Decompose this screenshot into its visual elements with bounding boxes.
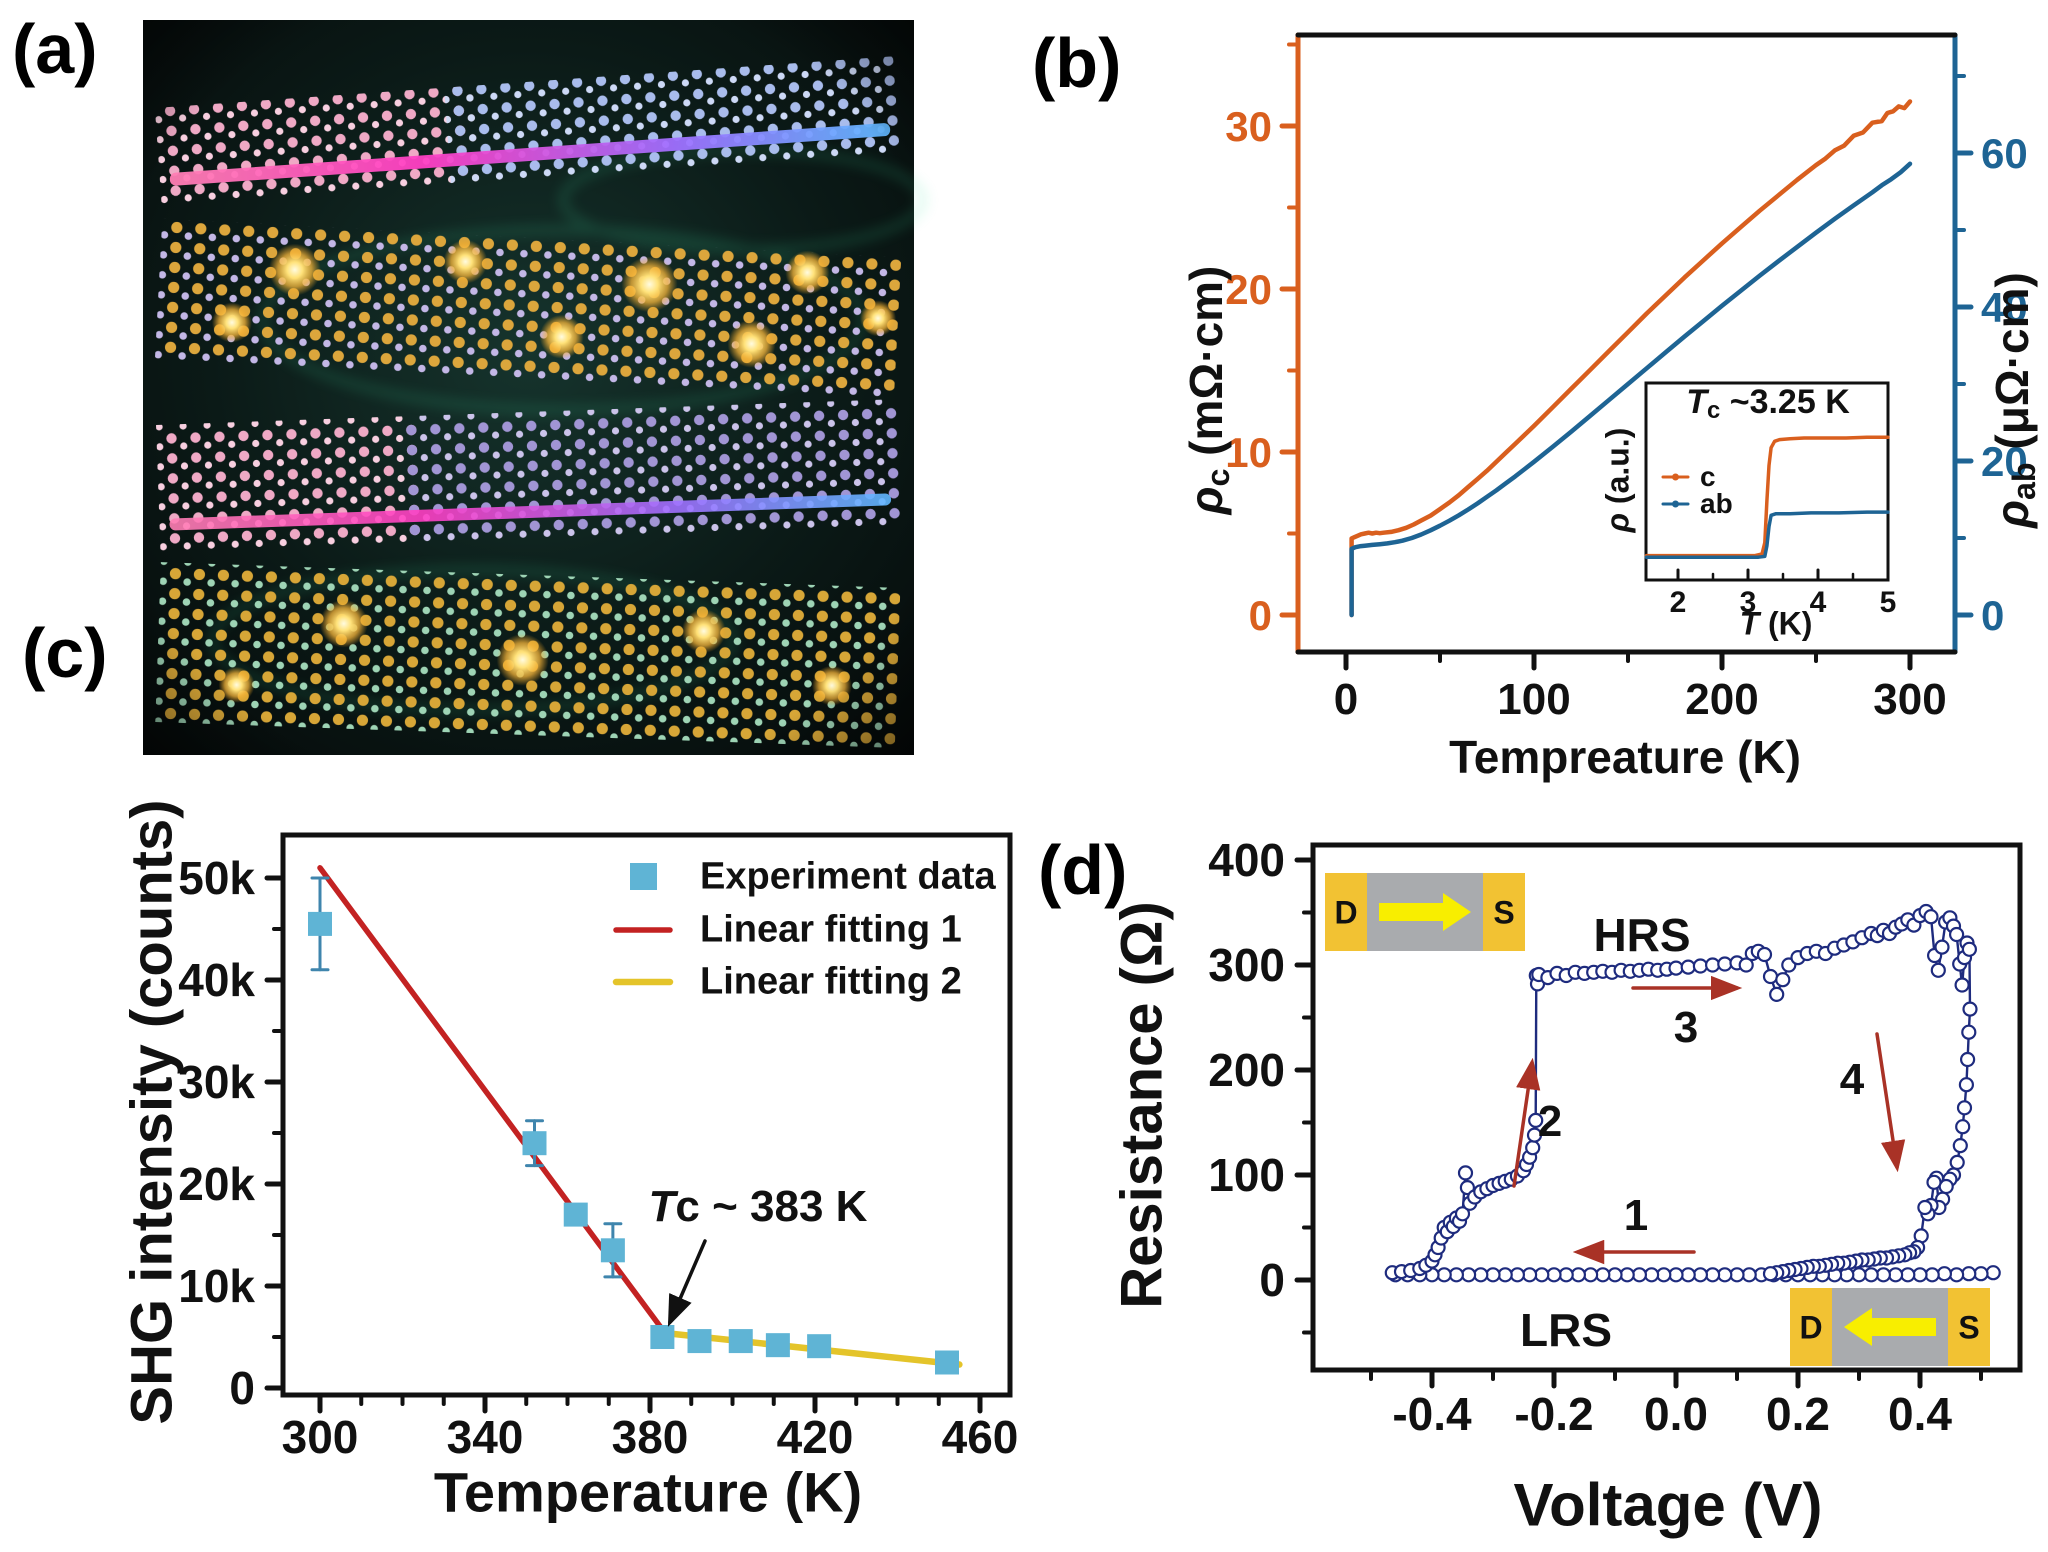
d-hrs-label: HRS xyxy=(1593,909,1691,961)
c-y-axis-label: SHG intensity (counts) xyxy=(119,799,185,1425)
d-bottom-inset-drain-label: D xyxy=(1799,1309,1823,1346)
svg-text:4: 4 xyxy=(1810,586,1827,619)
c-tc-annotation: Tc ~ 383 K xyxy=(648,1182,868,1231)
svg-text:0: 0 xyxy=(229,1362,255,1414)
svg-text:100: 100 xyxy=(1497,675,1570,724)
svg-text:-0.2: -0.2 xyxy=(1514,1388,1593,1440)
c-legend-linear-fitting-2: Linear fitting 2 xyxy=(700,960,962,1003)
svg-text:30: 30 xyxy=(1225,103,1272,150)
vignette-overlay xyxy=(143,20,914,755)
svg-text:300: 300 xyxy=(1873,675,1946,724)
d-step-1-label: 1 xyxy=(1623,1191,1649,1240)
panel-a-label: (a) xyxy=(12,10,98,88)
b-inset-title: Tc ~3.25 K xyxy=(1686,382,1850,425)
panel-c-label: (c) xyxy=(22,614,108,692)
svg-text:40k: 40k xyxy=(178,954,255,1006)
svg-text:40: 40 xyxy=(1981,284,2028,331)
d-top-inset-drain-label: D xyxy=(1334,894,1358,931)
d-x-axis-label: Voltage (V) xyxy=(1513,1471,1823,1539)
svg-text:20: 20 xyxy=(1981,438,2028,485)
svg-text:20: 20 xyxy=(1225,266,1272,313)
svg-text:-0.4: -0.4 xyxy=(1392,1388,1472,1440)
svg-text:420: 420 xyxy=(777,1411,854,1463)
svg-text:0.2: 0.2 xyxy=(1766,1388,1830,1440)
svg-text:400: 400 xyxy=(1208,834,1285,886)
d-step-3-label: 3 xyxy=(1673,1003,1699,1052)
svg-text:460: 460 xyxy=(942,1411,1019,1463)
svg-text:60: 60 xyxy=(1981,130,2028,177)
d-step-2-label: 2 xyxy=(1537,1097,1563,1146)
svg-text:5: 5 xyxy=(1880,586,1897,619)
svg-text:0.4: 0.4 xyxy=(1888,1388,1952,1440)
b-x-axis-label: Tempreature (K) xyxy=(1449,731,1801,783)
svg-text:100: 100 xyxy=(1208,1149,1285,1201)
b-inset-x-axis-label: T (K) xyxy=(1739,605,1813,642)
svg-text:50k: 50k xyxy=(178,852,255,904)
svg-text:3: 3 xyxy=(1740,586,1757,619)
svg-text:2: 2 xyxy=(1670,586,1687,619)
b-right-y-axis-label: ρab (μΩ·cm) xyxy=(1986,272,2042,528)
panel-b-label: (b) xyxy=(1032,24,1122,102)
d-step-4-label: 4 xyxy=(1839,1055,1865,1104)
svg-text:0: 0 xyxy=(1334,675,1358,724)
b-left-y-axis-label: ρc (mΩ·cm) xyxy=(1180,265,1236,515)
svg-text:300: 300 xyxy=(282,1411,359,1463)
c-legend-experiment-data: Experiment data xyxy=(700,855,996,898)
svg-text:300: 300 xyxy=(1208,939,1285,991)
svg-text:200: 200 xyxy=(1208,1044,1285,1096)
d-lrs-label: LRS xyxy=(1520,1304,1612,1356)
svg-text:10k: 10k xyxy=(178,1260,255,1312)
svg-text:30k: 30k xyxy=(178,1056,255,1108)
svg-text:0: 0 xyxy=(1981,592,2004,639)
d-top-inset-source-label: S xyxy=(1493,894,1515,931)
b-inset-legend-c: c xyxy=(1700,461,1716,492)
svg-text:340: 340 xyxy=(447,1411,524,1463)
svg-text:200: 200 xyxy=(1685,675,1758,724)
d-bottom-inset-source-label: S xyxy=(1958,1309,1980,1346)
svg-text:380: 380 xyxy=(612,1411,689,1463)
b-inset-legend-ab: ab xyxy=(1700,488,1733,519)
d-y-axis-label: Resistance (Ω) xyxy=(1109,901,1175,1309)
svg-text:0.0: 0.0 xyxy=(1644,1388,1708,1440)
svg-text:0: 0 xyxy=(1249,592,1272,639)
c-legend-linear-fitting-1: Linear fitting 1 xyxy=(700,908,962,951)
c-x-axis-label: Temperature (K) xyxy=(433,1460,863,1524)
b-inset-y-axis-label: ρ (a.u.) xyxy=(1599,427,1636,533)
crystal-structure-illustration xyxy=(143,20,928,755)
panel-d-label: (d) xyxy=(1038,831,1128,909)
svg-text:0: 0 xyxy=(1259,1254,1285,1306)
svg-text:10: 10 xyxy=(1225,429,1272,476)
svg-text:20k: 20k xyxy=(178,1158,255,1210)
